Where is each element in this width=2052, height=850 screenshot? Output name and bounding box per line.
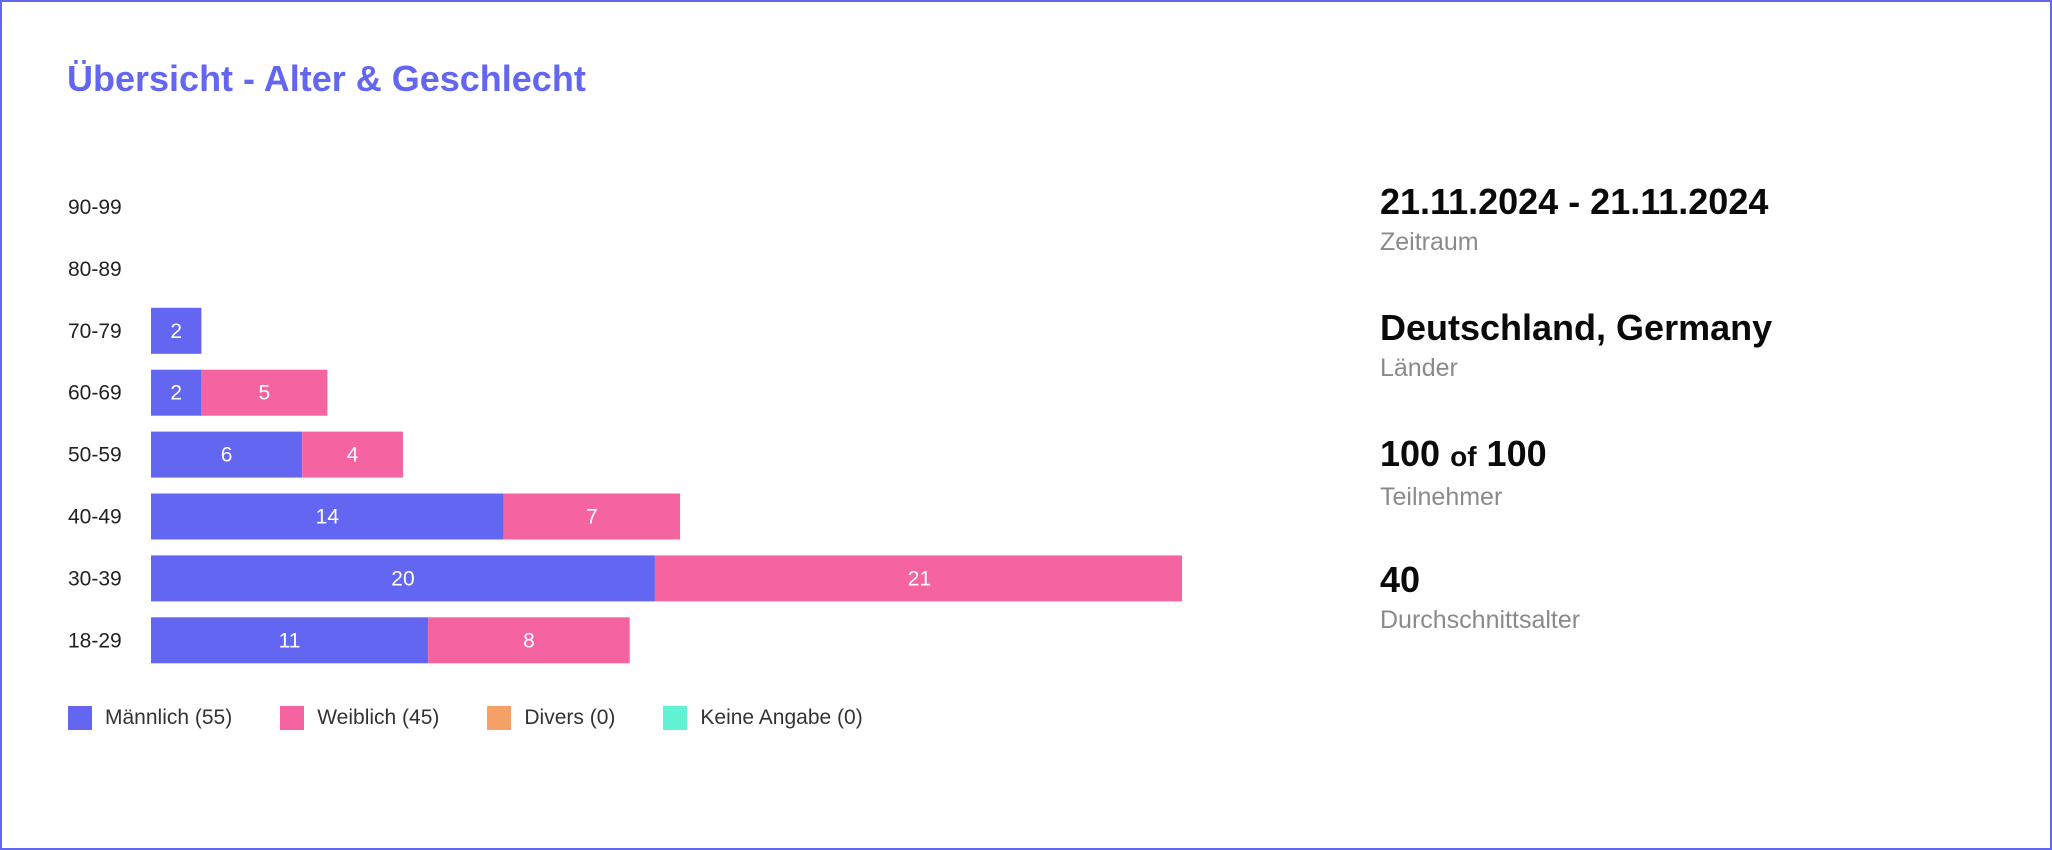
- participants-count: 100: [1380, 433, 1441, 474]
- average-age-value: 40: [1380, 559, 1421, 600]
- bar-value-label: 2: [170, 382, 182, 405]
- bar-value-label: 20: [391, 567, 414, 590]
- bar-value-label: 11: [279, 629, 301, 652]
- bar-segment[interactable]: [151, 431, 303, 478]
- bar-segment[interactable]: [151, 493, 504, 540]
- category-label: 70-79: [68, 320, 122, 343]
- bar-value-label: 21: [908, 567, 931, 590]
- stat-average-age: 40 Durchschnittsalter: [1380, 558, 1772, 684]
- chart-legend: Männlich (55) Weiblich (45) Divers (0) K…: [68, 706, 911, 730]
- legend-label-weiblich: Weiblich (45): [317, 706, 440, 729]
- bar-value-label: 4: [347, 444, 359, 467]
- legend-label-divers: Divers (0): [524, 706, 616, 729]
- category-label: 90-99: [68, 196, 122, 219]
- bar-segment[interactable]: [151, 369, 202, 416]
- legend-item-keine-angabe[interactable]: Keine Angabe (0): [663, 706, 863, 730]
- bar-segment[interactable]: [201, 369, 328, 416]
- chart-title: Übersicht - Alter & Geschlecht: [67, 58, 586, 99]
- participants-label: Teilnehmer: [1380, 483, 1503, 511]
- stat-period: 21.11.2024 - 21.11.2024 Zeitraum: [1380, 180, 1772, 306]
- bar-segment[interactable]: [503, 493, 681, 540]
- bar-segment[interactable]: [151, 307, 202, 354]
- bar-value-label: 7: [586, 506, 598, 529]
- legend-item-divers[interactable]: Divers (0): [487, 706, 615, 730]
- bar-value-label: 5: [259, 382, 271, 405]
- category-label: 60-69: [68, 382, 122, 405]
- average-age-label: Durchschnittsalter: [1380, 606, 1581, 634]
- legend-swatch-divers: [487, 706, 512, 730]
- bar-segment[interactable]: [428, 617, 630, 664]
- period-label: Zeitraum: [1380, 228, 1479, 256]
- category-label: 40-49: [68, 506, 122, 529]
- category-label: 80-89: [68, 258, 122, 281]
- category-label: 18-29: [68, 629, 122, 652]
- legend-swatch-weiblich: [280, 706, 305, 730]
- countries-label: Länder: [1380, 354, 1458, 382]
- legend-label-keine-angabe: Keine Angabe (0): [700, 706, 863, 729]
- countries-value: Deutschland, Germany: [1380, 307, 1773, 348]
- bar-value-label: 14: [316, 506, 340, 529]
- age-gender-bar-chart: 90-99 80-89 70-79 2 60-69 2 5 50-59 6 4 40-49 14 7 30…: [68, 196, 1182, 664]
- stat-participants: 100 of 100 Teilnehmer: [1380, 432, 1772, 558]
- bar-segment[interactable]: [302, 431, 403, 478]
- participants-total: 100: [1486, 433, 1547, 474]
- participants-value: 100 of 100: [1380, 432, 1772, 479]
- stat-countries: Deutschland, Germany Länder: [1380, 306, 1772, 432]
- legend-swatch-maennlich: [68, 706, 92, 730]
- participants-of: of: [1450, 441, 1477, 472]
- legend-item-maennlich[interactable]: Männlich (55): [68, 706, 232, 730]
- period-value: 21.11.2024 - 21.11.2024: [1380, 181, 1769, 222]
- legend-item-weiblich[interactable]: Weiblich (45): [280, 706, 439, 730]
- bar-value-label: 8: [523, 629, 535, 652]
- bar-segment[interactable]: [151, 617, 429, 664]
- category-label: 50-59: [68, 444, 122, 467]
- summary-stats: 21.11.2024 - 21.11.2024 Zeitraum Deutsch…: [1380, 180, 1772, 684]
- bar-segment[interactable]: [151, 555, 655, 602]
- legend-label-maennlich: Männlich (55): [105, 706, 233, 729]
- bar-segment[interactable]: [654, 555, 1182, 602]
- legend-swatch-keine-angabe: [663, 706, 688, 730]
- category-label: 30-39: [68, 567, 122, 590]
- bar-value-label: 6: [221, 444, 233, 467]
- bar-value-label: 2: [170, 320, 182, 343]
